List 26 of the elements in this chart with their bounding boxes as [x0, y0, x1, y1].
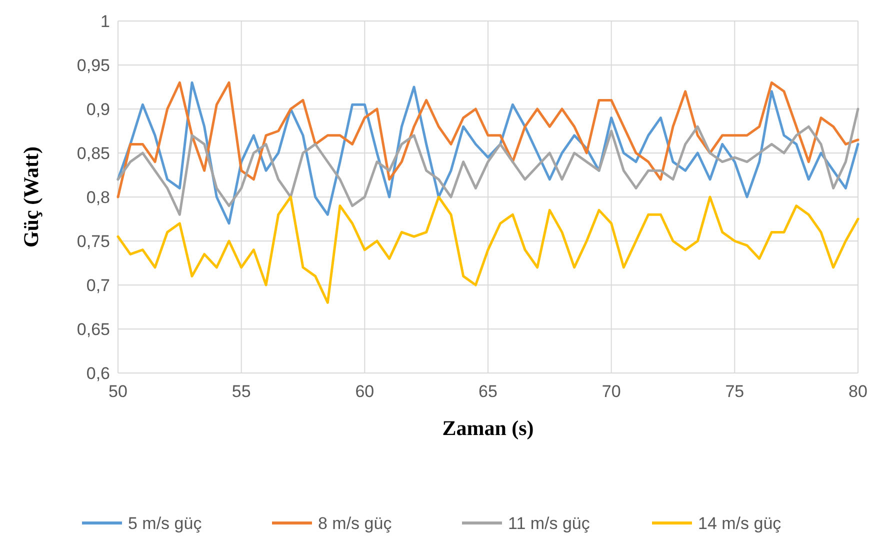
y-tick-label: 0,7	[86, 276, 110, 295]
x-tick-label: 75	[725, 382, 744, 401]
x-tick-label: 80	[848, 382, 868, 401]
y-tick-label: 0,9	[86, 100, 110, 119]
y-tick-label: 0,95	[76, 56, 110, 75]
line-series	[116, 196, 860, 304]
legend-label: 11 m/s güç	[508, 514, 590, 533]
y-tick-label: 0,85	[76, 144, 110, 163]
x-tick-label: 60	[355, 382, 374, 401]
x-tick-label: 50	[108, 382, 128, 401]
legend-label: 14 m/s güç	[698, 514, 782, 533]
y-axis-title: Güç (Watt)	[19, 146, 43, 248]
legend-label: 5 m/s güç	[128, 514, 202, 533]
y-tick-label: 1	[100, 12, 110, 31]
y-tick-label: 0,6	[86, 364, 110, 383]
line-series	[116, 81, 860, 198]
line-series	[116, 108, 860, 216]
legend-label: 8 m/s güç	[318, 514, 392, 533]
x-axis-title: Zaman (s)	[442, 416, 534, 440]
line-series	[116, 81, 860, 225]
x-tick-label: 70	[602, 382, 621, 401]
y-tick-label: 0,8	[86, 188, 110, 207]
y-tick-label: 0,75	[76, 232, 110, 251]
y-tick-label: 0,65	[76, 320, 110, 339]
x-tick-label: 55	[232, 382, 251, 401]
x-tick-label: 65	[478, 382, 498, 401]
